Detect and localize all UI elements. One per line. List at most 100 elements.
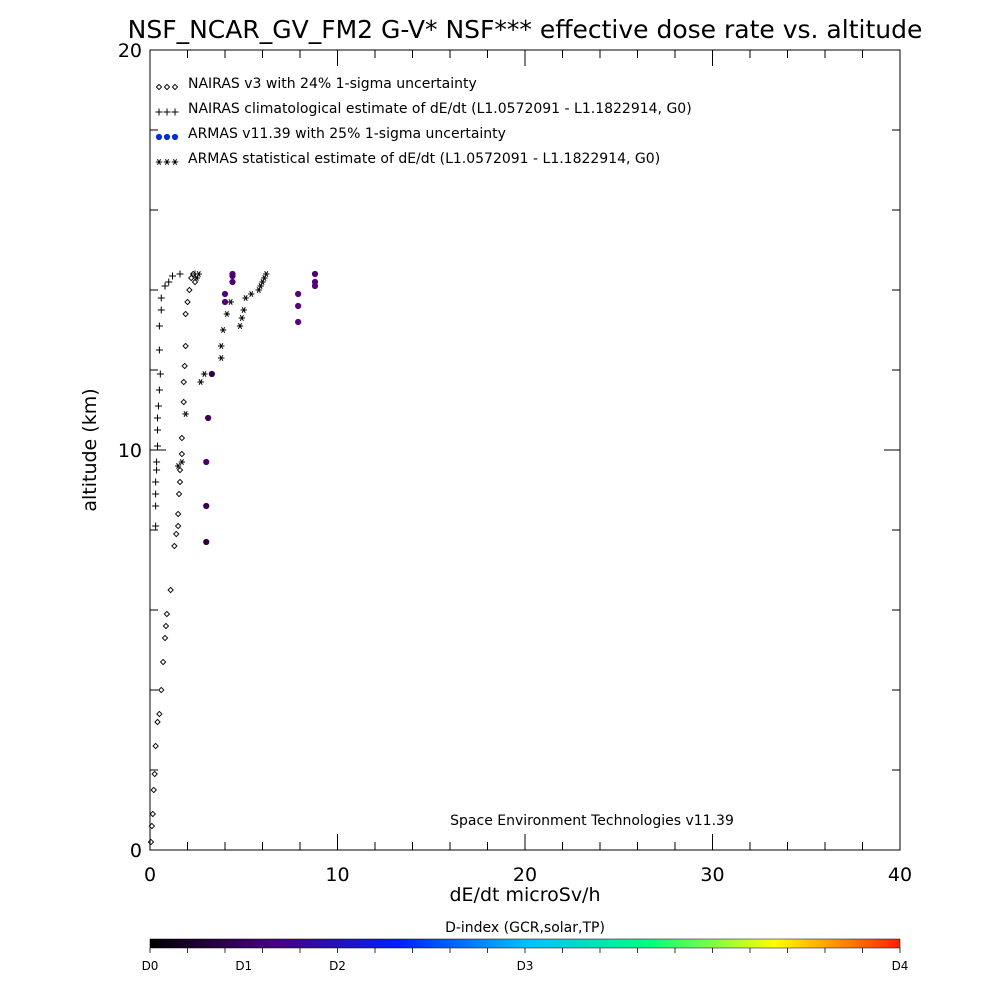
data-point — [178, 458, 186, 466]
data-point — [174, 462, 182, 470]
data-point — [156, 710, 163, 718]
data-point — [157, 294, 165, 302]
data-point — [255, 286, 262, 294]
legend-item: ARMAS v11.39 with 25% 1-sigma uncertaint… — [155, 126, 506, 142]
series-1 — [147, 270, 199, 846]
data-point — [219, 326, 227, 334]
data-point — [155, 322, 163, 330]
legend-marker — [171, 158, 179, 166]
legend-marker — [163, 133, 171, 141]
axis-ticks — [149, 49, 901, 851]
data-point — [152, 478, 160, 486]
data-point — [195, 270, 202, 278]
x-tick-label: 40 — [888, 864, 912, 886]
data-point — [163, 610, 171, 618]
data-point — [154, 442, 161, 450]
legend-marker — [163, 158, 171, 166]
data-point — [197, 378, 204, 386]
tick-labels: 0 10 20 30 40 0 10 20 — [118, 40, 912, 886]
data-point — [151, 770, 158, 778]
data-points — [147, 270, 319, 846]
x-axis-label: dE/dt microSv/h — [449, 884, 600, 906]
data-point — [181, 362, 188, 370]
data-point — [263, 270, 270, 278]
legend-label: NAIRAS v3 with 24% 1-sigma uncertainty — [188, 76, 477, 92]
data-point — [229, 272, 236, 280]
asterisk-stroke — [202, 370, 207, 378]
asterisk-stroke — [219, 342, 224, 350]
x-tick-label: 10 — [325, 864, 349, 886]
legend-marker — [155, 158, 163, 166]
legend-marker — [171, 83, 179, 91]
data-point — [295, 302, 302, 310]
asterisk-stroke — [228, 298, 233, 306]
asterisk-stroke — [224, 310, 229, 318]
data-point — [171, 542, 178, 550]
data-point — [157, 306, 165, 314]
data-point — [227, 298, 234, 306]
colorbar-label: D4 — [892, 959, 909, 973]
legend-label: NAIRAS climatological estimate of dE/dt … — [188, 101, 692, 117]
data-point — [229, 278, 236, 286]
series-3 — [203, 270, 319, 546]
asterisk-stroke — [243, 294, 248, 302]
asterisk-stroke — [196, 270, 201, 278]
data-point — [182, 310, 189, 318]
legend-marker — [155, 133, 163, 141]
asterisk-stroke — [249, 290, 254, 298]
y-tick-label: 10 — [118, 440, 142, 462]
asterisk-stroke — [179, 458, 184, 466]
colorbar-label: D3 — [517, 959, 534, 973]
legend: NAIRAS v3 with 24% 1-sigma uncertainty NA… — [155, 76, 692, 167]
legend-label: ARMAS statistical estimate of dE/dt (L1.… — [188, 151, 660, 167]
y-tick-label: 20 — [118, 40, 142, 62]
colorbar-label: D0 — [142, 959, 159, 973]
data-point — [188, 274, 195, 282]
data-point — [208, 370, 215, 378]
asterisk-stroke — [198, 378, 203, 386]
legend-label: ARMAS v11.39 with 25% 1-sigma uncertaint… — [188, 126, 506, 142]
asterisk-stroke — [237, 322, 243, 330]
data-point — [159, 658, 167, 666]
data-point — [223, 310, 231, 318]
asterisk-stroke — [156, 158, 162, 166]
data-point — [311, 270, 319, 278]
asterisk-stroke — [176, 462, 181, 470]
data-point — [176, 270, 184, 278]
data-point — [178, 434, 186, 442]
x-tick-label: 0 — [144, 864, 156, 886]
data-point — [165, 278, 173, 286]
legend-marker — [171, 108, 179, 116]
credit-text: Space Environment Technologies v11.39 — [450, 813, 734, 829]
legend-item: ARMAS statistical estimate of dE/dt (L1.… — [155, 151, 660, 167]
data-point — [221, 290, 229, 298]
legend-marker — [155, 83, 163, 91]
data-point — [175, 490, 183, 498]
data-point — [178, 450, 186, 458]
data-point — [152, 502, 160, 510]
data-point — [148, 822, 156, 830]
data-point — [261, 274, 268, 282]
data-point — [155, 386, 163, 394]
data-point — [162, 622, 170, 630]
data-point — [154, 426, 161, 434]
data-point — [218, 342, 225, 350]
data-point — [173, 530, 180, 538]
legend-marker — [163, 83, 171, 91]
data-point — [154, 402, 162, 410]
asterisk-stroke — [221, 326, 226, 334]
data-point — [174, 510, 182, 518]
data-point — [182, 342, 189, 350]
data-point — [203, 458, 210, 466]
legend-marker — [171, 133, 179, 141]
data-point — [152, 490, 160, 498]
data-point — [176, 466, 184, 474]
y-tick-label: 0 — [130, 840, 142, 862]
data-point — [311, 278, 319, 286]
data-point — [203, 502, 210, 510]
asterisk-stroke — [172, 158, 178, 166]
asterisk-stroke — [264, 270, 269, 278]
legend-item: NAIRAS climatological estimate of dE/dt … — [155, 101, 692, 117]
chart-title: NSF_NCAR_GV_FM2 G-V* NSF*** effective do… — [128, 15, 923, 44]
